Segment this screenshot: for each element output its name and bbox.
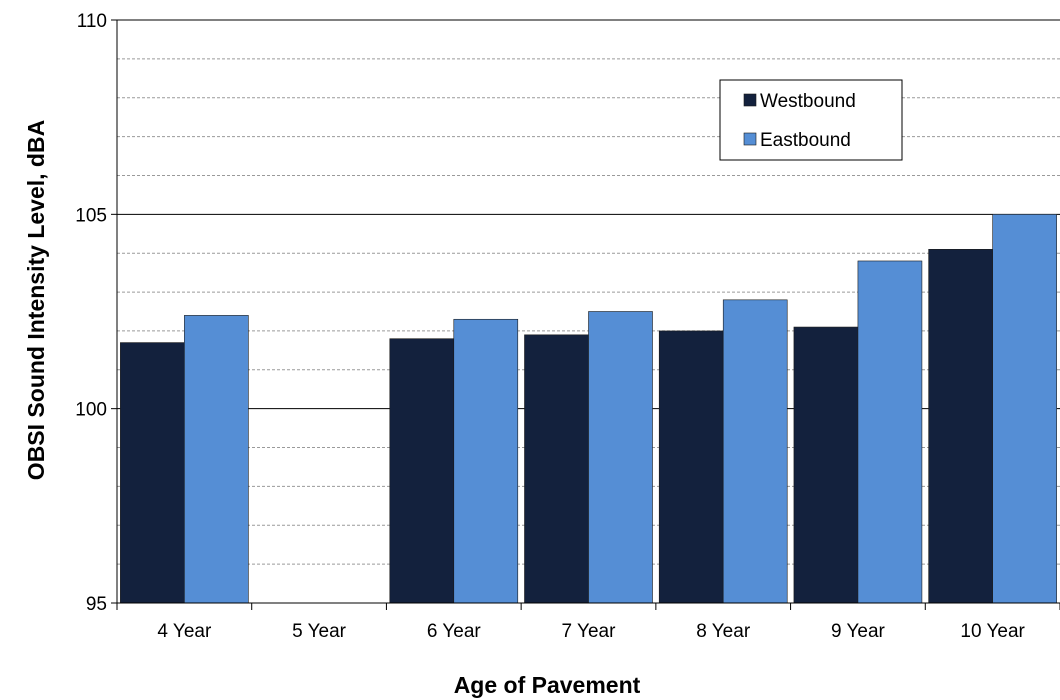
legend-label-eastbound: Eastbound xyxy=(760,130,851,151)
bar-eastbound-10-year xyxy=(992,214,1057,604)
legend: Westbound Eastbound xyxy=(719,79,903,161)
bar-westbound-4-year xyxy=(120,342,185,604)
y-tick-label: 110 xyxy=(77,11,107,32)
legend-label-westbound: Westbound xyxy=(760,91,856,112)
y-tick-label: 95 xyxy=(86,594,107,615)
bar-eastbound-8-year xyxy=(722,299,788,604)
bar-westbound-7-year xyxy=(524,334,589,604)
axes xyxy=(111,19,1060,610)
y-axis-title: OBSI Sound Intensity Level, dBA xyxy=(23,120,49,480)
x-tick-label: 5 Year xyxy=(292,621,347,642)
bar-eastbound-7-year xyxy=(588,311,653,604)
bar-eastbound-6-year xyxy=(453,318,519,604)
y-tick-label: 100 xyxy=(75,400,107,421)
x-tick-label: 6 Year xyxy=(427,621,482,642)
bars xyxy=(120,214,1057,604)
x-tick-label: 4 Year xyxy=(157,621,212,642)
legend-swatch-eastbound xyxy=(743,132,757,146)
x-tick-label: 9 Year xyxy=(831,621,886,642)
tick-labels: 95 100 105 110 4 Year 5 Year 6 Year 7 Year 8 Yea… xyxy=(75,11,1025,642)
bar-eastbound-9-year xyxy=(857,260,923,604)
y-tick-label: 105 xyxy=(75,205,107,226)
legend-swatch-westbound xyxy=(743,93,757,107)
legend-box xyxy=(719,79,903,161)
x-tick-label: 8 Year xyxy=(696,621,751,642)
x-tick-label: 10 Year xyxy=(960,621,1025,642)
bar-westbound-10-year xyxy=(928,249,993,604)
x-tick-label: 7 Year xyxy=(562,621,617,642)
bar-westbound-9-year xyxy=(793,326,859,604)
bar-westbound-8-year xyxy=(658,330,724,604)
bar-eastbound-4-year xyxy=(184,315,249,604)
x-axis-title: Age of Pavement xyxy=(454,672,641,698)
bar-westbound-6-year xyxy=(389,338,455,604)
